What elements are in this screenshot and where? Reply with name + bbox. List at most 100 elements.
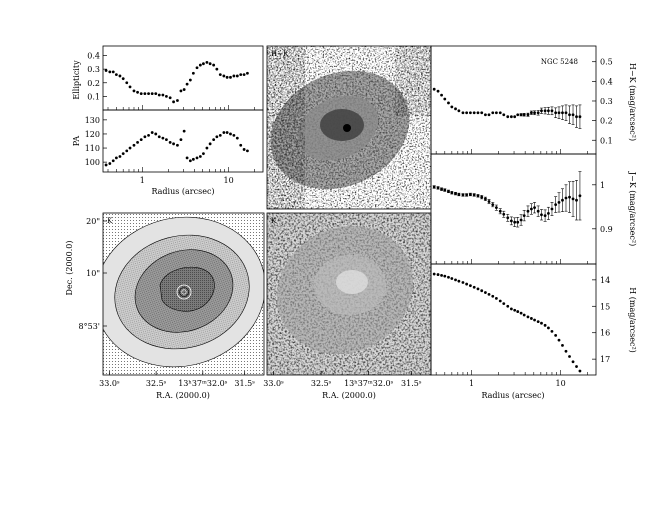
data-point	[218, 73, 222, 76]
data-point	[161, 136, 165, 140]
data-point	[188, 159, 192, 163]
h-profile-x-axis-label: Radius (arcsec)	[481, 391, 544, 400]
data-point	[150, 131, 154, 134]
data-point	[232, 74, 236, 78]
data-point	[571, 113, 575, 117]
data-point	[432, 185, 436, 189]
y-tick-label: 20"	[86, 217, 100, 226]
data-point	[550, 207, 554, 211]
y-tick-label: 100	[85, 158, 100, 167]
data-point	[128, 146, 132, 150]
hk-profile-axis-label: H−K (mag/arcsec²)	[628, 63, 637, 141]
data-point	[543, 109, 547, 113]
x-tick-label: 31.5ˢ	[401, 379, 422, 388]
h-profile-axis-label: H (mag/arcsec²)	[628, 287, 637, 353]
data-point	[536, 320, 540, 324]
data-point	[191, 157, 195, 161]
data-point	[457, 279, 461, 283]
data-point	[494, 206, 498, 210]
data-point	[472, 193, 476, 197]
data-point	[198, 63, 202, 67]
data-point	[147, 133, 150, 137]
data-point	[150, 92, 154, 96]
data-point	[121, 77, 125, 81]
data-point	[143, 92, 147, 96]
data-point	[143, 135, 147, 139]
data-point	[487, 200, 491, 203]
ellipticity-points	[104, 60, 255, 110]
data-point	[202, 62, 205, 66]
y-tick-label: 120	[85, 130, 100, 139]
k-contour-x-ticks: 33.0ˢ 32.5ˢ 13ʰ37ᵐ32.0ˢ 31.5ˢ	[99, 371, 255, 388]
data-point	[484, 197, 487, 201]
data-point	[519, 218, 523, 222]
data-point	[154, 92, 158, 96]
data-point	[114, 73, 118, 76]
x-tick-label: 33.0ˢ	[263, 379, 284, 388]
jk-profile-axis-label: J−K (mag/arcsec²)	[628, 171, 637, 246]
data-point	[540, 109, 543, 113]
data-point	[108, 162, 112, 165]
y-tick-label: 0.9	[600, 225, 613, 234]
data-point	[176, 143, 179, 147]
data-point	[450, 191, 454, 195]
pa-points	[104, 129, 255, 172]
data-point	[526, 315, 530, 319]
data-point	[526, 113, 530, 117]
data-point	[104, 69, 108, 72]
k-band-image	[267, 213, 431, 375]
data-point	[128, 85, 132, 89]
data-point	[491, 111, 495, 115]
data-point	[185, 82, 189, 86]
data-point	[476, 194, 480, 198]
data-point	[182, 88, 186, 91]
pa-frame	[102, 109, 264, 173]
x-tick-label: 10	[224, 176, 234, 185]
data-point	[533, 318, 536, 322]
data-point	[182, 129, 186, 133]
x-tick-label: 1	[469, 379, 474, 388]
data-point	[191, 71, 195, 75]
data-point	[554, 203, 558, 207]
data-point	[195, 66, 199, 70]
jk-profile-y-ticks: 0.91	[592, 181, 613, 234]
data-point	[125, 81, 129, 85]
data-point	[118, 74, 122, 78]
data-point	[208, 62, 212, 66]
data-point	[212, 138, 216, 141]
data-point	[502, 302, 506, 306]
data-point	[436, 186, 440, 190]
data-point	[239, 143, 243, 147]
data-point	[550, 329, 554, 333]
data-point	[554, 111, 558, 115]
hk-profile-y-ticks: 0.1 0.2 0.3 0.4 0.5	[592, 58, 613, 145]
data-point	[432, 272, 436, 276]
data-point	[568, 113, 571, 117]
data-point	[104, 163, 108, 167]
k-contour-y-axis-label: Dec. (2000.0)	[65, 241, 74, 296]
data-point	[172, 142, 175, 146]
y-tick-label: 0.5	[600, 58, 613, 67]
y-tick-label: 0.1	[600, 136, 613, 145]
data-point	[575, 365, 578, 368]
data-point	[212, 63, 216, 67]
data-point	[516, 310, 520, 313]
y-tick-label: 0.4	[87, 52, 100, 61]
data-point	[154, 132, 158, 136]
data-point	[461, 281, 465, 284]
y-tick-label: 14	[600, 276, 610, 285]
data-point	[494, 111, 498, 115]
data-point	[447, 275, 450, 279]
data-point	[550, 109, 554, 113]
data-point	[571, 360, 575, 364]
data-point	[533, 111, 536, 115]
x-tick-label: 31.5ˢ	[234, 379, 255, 388]
data-point	[540, 213, 543, 217]
ellipticity-panel: 0.1 0.2 0.3 0.4 Ellipticity	[72, 45, 264, 111]
data-point	[188, 78, 192, 82]
data-point	[554, 333, 558, 337]
data-point	[229, 75, 232, 79]
data-point	[136, 141, 139, 144]
data-point	[225, 75, 229, 79]
